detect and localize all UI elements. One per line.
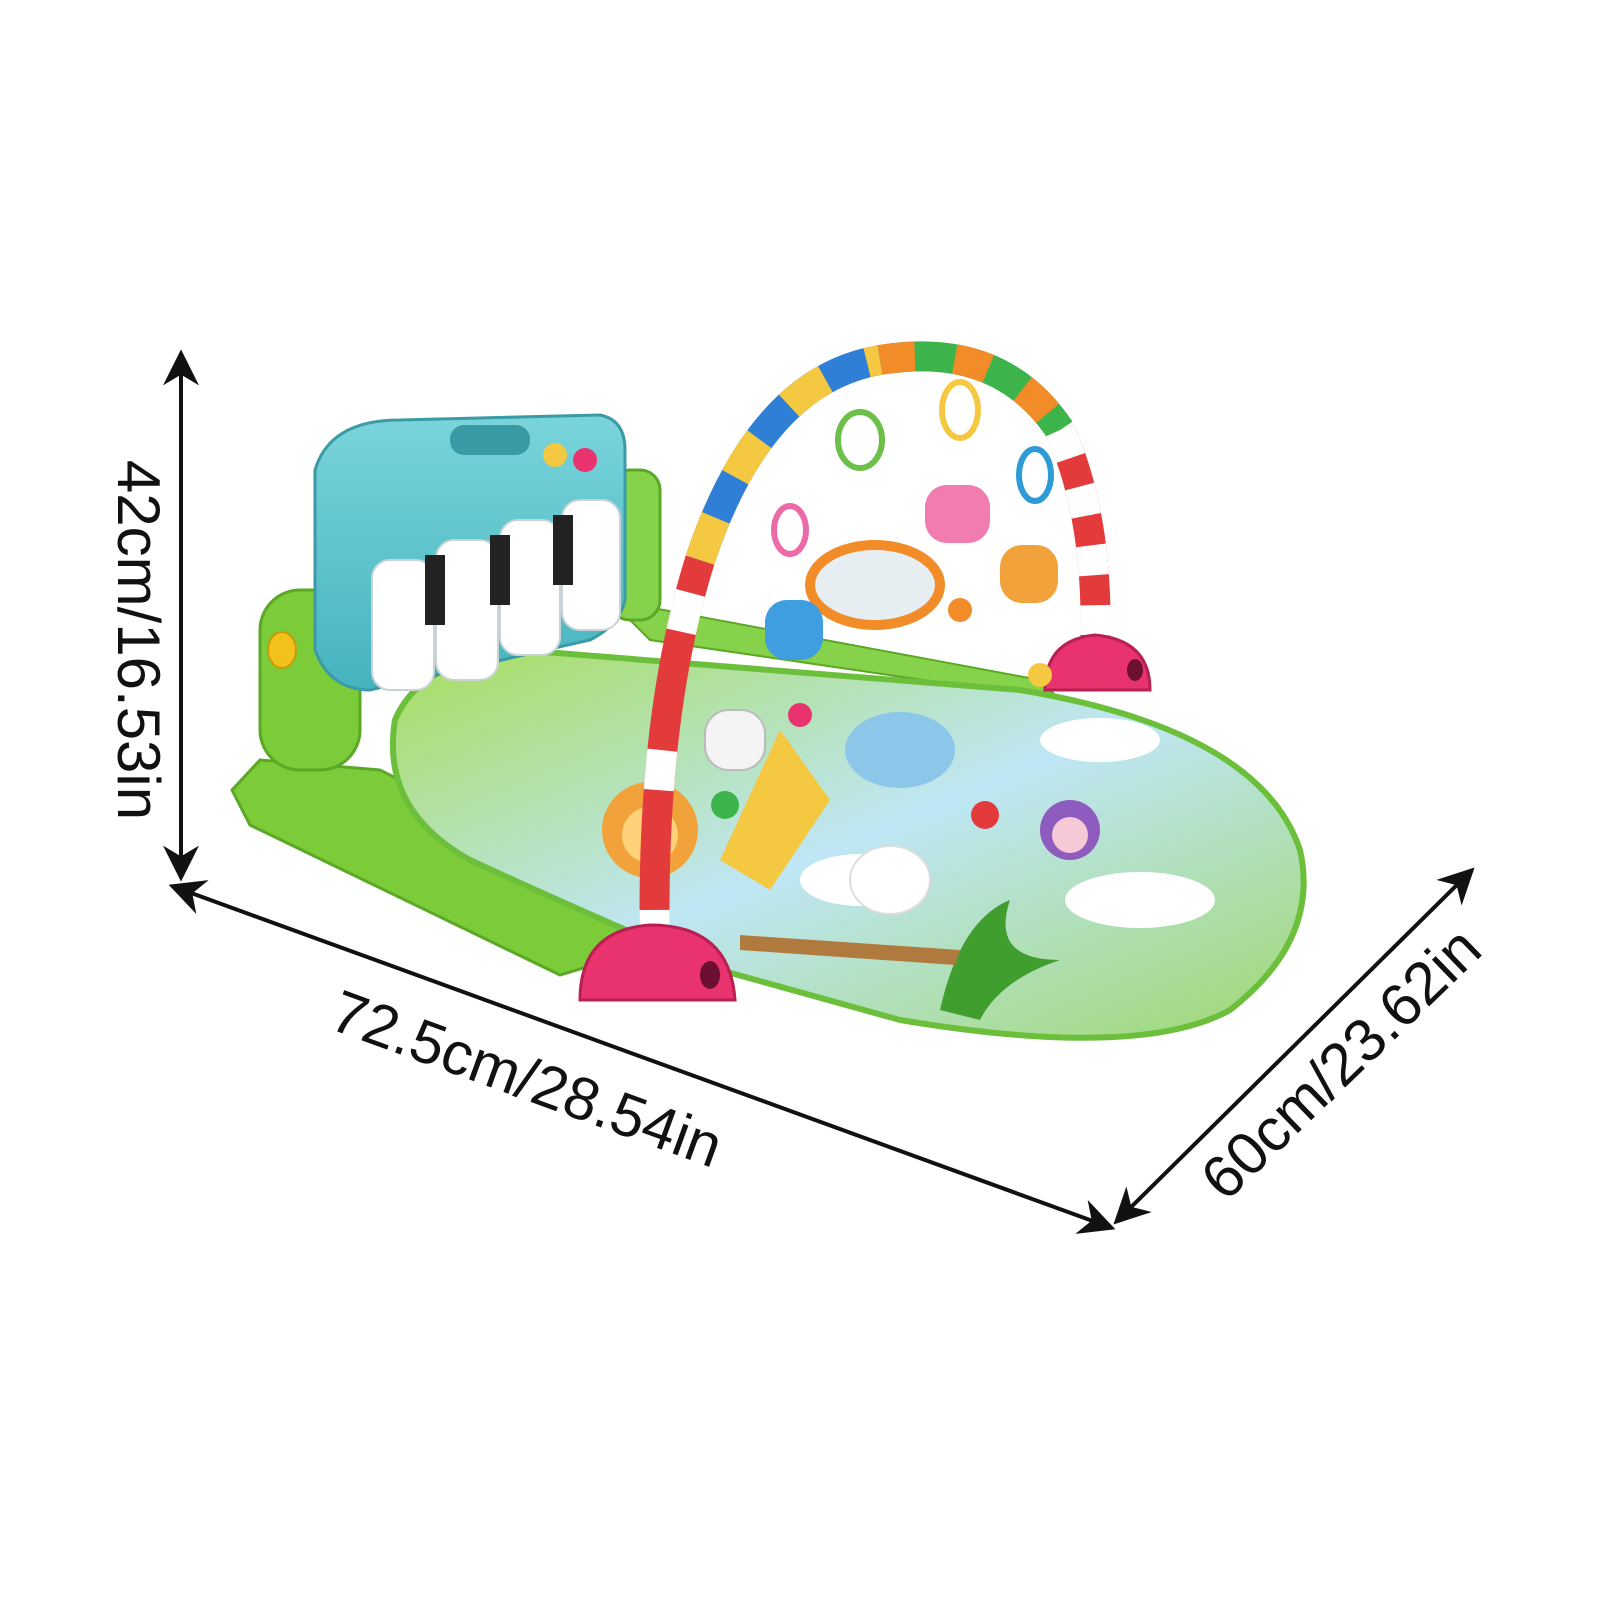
height-label: 42cm/16.53in [105, 460, 172, 820]
hanging-ring [771, 503, 809, 557]
piano-handle [450, 425, 530, 455]
piano-toy-button [573, 448, 597, 472]
piano-black-key [425, 555, 445, 625]
mat-cloud [1040, 718, 1160, 762]
piano-key [435, 539, 499, 681]
mat-monkey-face [1052, 817, 1088, 853]
piano-black-key [553, 515, 573, 585]
mat-red-guitar [971, 801, 999, 829]
piano-toy-button [543, 443, 567, 467]
hanging-rattle [788, 703, 812, 727]
mat-cloud [1065, 872, 1215, 928]
hanging-pink-bear [925, 485, 990, 543]
hanging-rattle [711, 791, 739, 819]
mat-giraffe [720, 730, 830, 890]
hanging-toys [704, 379, 1058, 819]
length-double-arrow-icon [168, 880, 1116, 1234]
hanging-ring [939, 379, 981, 441]
arch-base-front-hole [700, 961, 720, 989]
hanging-rattle [1028, 663, 1052, 687]
arch-base-back [1043, 633, 1152, 692]
length-label: 72.5cm/28.54in [323, 977, 731, 1180]
left-post-button [267, 631, 297, 669]
hanging-mirror [805, 540, 945, 630]
mat-elephant [845, 712, 955, 788]
play-mat [389, 646, 1307, 1041]
width-double-arrow-icon [1113, 867, 1475, 1225]
mat-rabbit [849, 845, 931, 915]
piano-key [371, 559, 435, 691]
arch-base-back-hole [1127, 659, 1143, 681]
hanging-ring [835, 409, 885, 471]
hanging-ring [1016, 446, 1054, 504]
hanging-rattle [948, 598, 972, 622]
hanging-blue-koala [765, 600, 823, 660]
baby-play-gym-toy [230, 341, 1307, 1041]
piano-keys [371, 499, 621, 691]
hanging-panda [704, 709, 766, 771]
hanging-orange-tiger [1000, 545, 1058, 603]
piano-black-key [490, 535, 510, 605]
